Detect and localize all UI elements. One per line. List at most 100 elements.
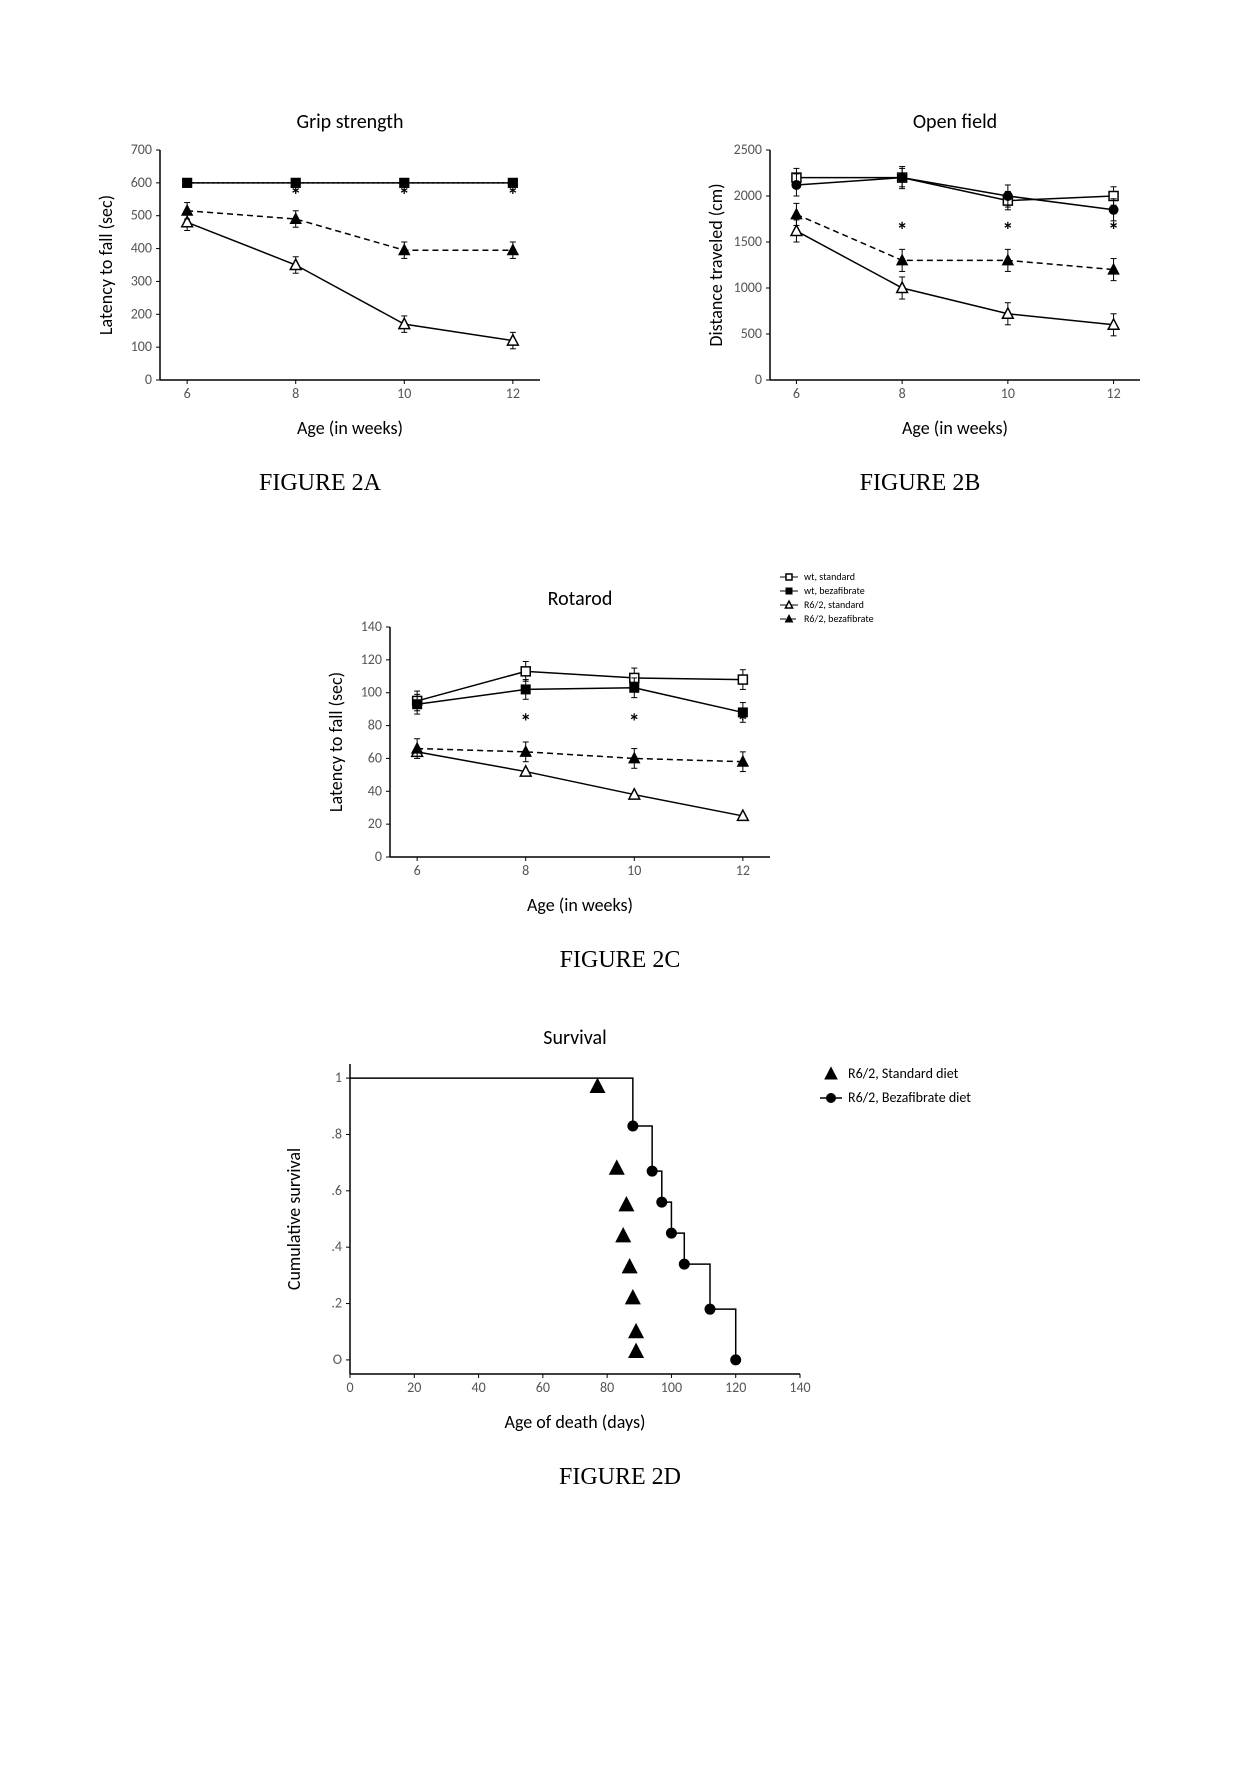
x-tick-label: 8 <box>899 385 906 402</box>
x-tick-label: 6 <box>184 385 191 402</box>
chart-title: Open field <box>913 110 997 134</box>
chart-survival: SurvivalO.2.4.6.81020406080100120140Age … <box>260 1014 980 1434</box>
significance-star: * <box>520 708 531 735</box>
y-tick-label: 140 <box>361 618 382 635</box>
series-r6-2-standard <box>590 1079 643 1358</box>
y-tick-label: 1000 <box>734 279 762 296</box>
series-r6-2-bezafibrate <box>182 203 519 259</box>
x-tick-label: 0 <box>346 1379 353 1396</box>
significance-star: * <box>399 182 410 209</box>
x-tick-label: 10 <box>397 385 411 402</box>
figure-2b-panel: Open field 0 500 1000 1500 2000 2500 6 8 10 12 Age … <box>680 100 1160 537</box>
chart-open-field: Open field 0 500 1000 1500 2000 2500 6 8 10 12 Age … <box>680 100 1160 440</box>
y-tick-label: .4 <box>331 1238 342 1255</box>
series-wt-bezafibrate <box>792 167 1118 221</box>
chart-title: Survival <box>543 1026 606 1050</box>
series-r6-2-standard <box>412 746 749 820</box>
y-tick-label: 700 <box>131 141 152 158</box>
row-ab: Grip strength010020030040050060070068101… <box>80 100 1160 537</box>
series-wt-bezafibrate <box>183 178 518 187</box>
x-tick-label: 20 <box>407 1379 421 1396</box>
y-tick-label: 120 <box>361 651 382 668</box>
y-tick-label: 0 <box>145 371 152 388</box>
caption-2b: FIGURE 2B <box>860 470 981 497</box>
significance-star: * <box>1108 216 1119 243</box>
y-tick-label: 400 <box>131 240 152 257</box>
x-tick-label: 120 <box>725 1379 746 1396</box>
x-tick-label: 6 <box>793 385 800 402</box>
series-r6-2-bezafibrate <box>412 739 749 772</box>
y-axis-label: Latency to fall (sec) <box>95 195 117 335</box>
x-tick-label: 10 <box>627 862 641 879</box>
x-tick-label: 8 <box>522 862 529 879</box>
y-tick-label: 1 <box>335 1069 342 1086</box>
x-tick-label: 140 <box>789 1379 810 1396</box>
x-axis-label: Age (in weeks) <box>297 417 403 439</box>
legend-item <box>780 601 798 608</box>
x-tick-label: 100 <box>661 1379 682 1396</box>
x-tick-label: 12 <box>506 385 520 402</box>
y-tick-label: 100 <box>361 684 382 701</box>
legend-item <box>820 1094 842 1103</box>
page: Grip strength010020030040050060070068101… <box>0 0 1240 1611</box>
y-tick-label: 2500 <box>734 141 762 158</box>
y-tick-label: 40 <box>368 782 382 799</box>
caption-2a: FIGURE 2A <box>259 470 381 497</box>
x-tick-label: 40 <box>471 1379 485 1396</box>
y-tick-label: 600 <box>131 174 152 191</box>
x-axis-label: Age of death (days) <box>505 1411 646 1433</box>
y-tick-label: 200 <box>131 305 152 322</box>
series-wt-standard <box>413 662 748 711</box>
y-tick-label: 500 <box>741 325 762 342</box>
legend-label: R6/2, Bezafibrate diet <box>848 1089 971 1106</box>
chart-title: Grip strength <box>297 110 404 134</box>
y-axis-label: Distance traveled (cm) <box>705 183 727 346</box>
legend-label: R6/2, bezafibrate <box>804 612 874 625</box>
significance-star: * <box>290 182 301 209</box>
y-tick-label: O <box>333 1351 342 1368</box>
x-tick-label: 8 <box>292 385 299 402</box>
chart-title: Rotarod <box>548 587 613 611</box>
caption-2c: FIGURE 2C <box>560 947 681 974</box>
figure-2c-panel: Rotarod020406080100120140681012Age (in w… <box>80 557 1160 1014</box>
legend-item <box>780 574 798 580</box>
legend-label: wt, bezafibrate <box>804 584 865 597</box>
x-tick-label: 6 <box>414 862 421 879</box>
chart-grip-strength: Grip strength010020030040050060070068101… <box>80 100 560 440</box>
y-tick-label: 500 <box>131 207 152 224</box>
significance-star: * <box>897 216 908 243</box>
x-tick-label: 80 <box>600 1379 614 1396</box>
significance-star: * <box>1002 216 1013 243</box>
y-axis-label: Latency to fall (sec) <box>325 672 347 812</box>
y-tick-label: 20 <box>368 815 382 832</box>
y-tick-label: 1500 <box>734 233 762 250</box>
y-tick-label: 80 <box>368 717 382 734</box>
series-r6-2-bezafibrate <box>791 203 1119 280</box>
x-tick-label: 12 <box>1106 385 1120 402</box>
legend-item <box>780 588 798 594</box>
x-axis-label: Age (in weeks) <box>527 894 633 916</box>
figure-2a-panel: Grip strength010020030040050060070068101… <box>80 100 560 537</box>
significance-star: * <box>507 182 518 209</box>
y-tick-label: .6 <box>331 1182 342 1199</box>
x-tick-label: 12 <box>736 862 750 879</box>
y-tick-label: 0 <box>375 848 382 865</box>
series-r6-2-standard <box>791 220 1119 336</box>
y-tick-label: .8 <box>331 1125 342 1142</box>
legend-label: R6/2, Standard diet <box>848 1065 959 1082</box>
x-axis-label: Age (in weeks) <box>902 417 1008 439</box>
y-tick-label: 300 <box>131 272 152 289</box>
y-tick-label: 2000 <box>734 187 762 204</box>
series-r6-2-bezafibrate <box>350 1078 741 1365</box>
legend-label: R6/2, standard <box>804 598 864 611</box>
chart-rotarod: Rotarod020406080100120140681012Age (in w… <box>300 557 940 917</box>
x-tick-label: 60 <box>536 1379 550 1396</box>
legend-item <box>780 615 798 622</box>
figure-2d-panel: SurvivalO.2.4.6.81020406080100120140Age … <box>80 1014 1160 1531</box>
significance-star: * <box>629 708 640 735</box>
y-tick-label: 0 <box>755 371 762 388</box>
x-tick-label: 10 <box>1001 385 1015 402</box>
y-axis-label: Cumulative survival <box>283 1148 305 1290</box>
significance-star: * <box>737 708 748 735</box>
caption-2d: FIGURE 2D <box>559 1464 681 1491</box>
